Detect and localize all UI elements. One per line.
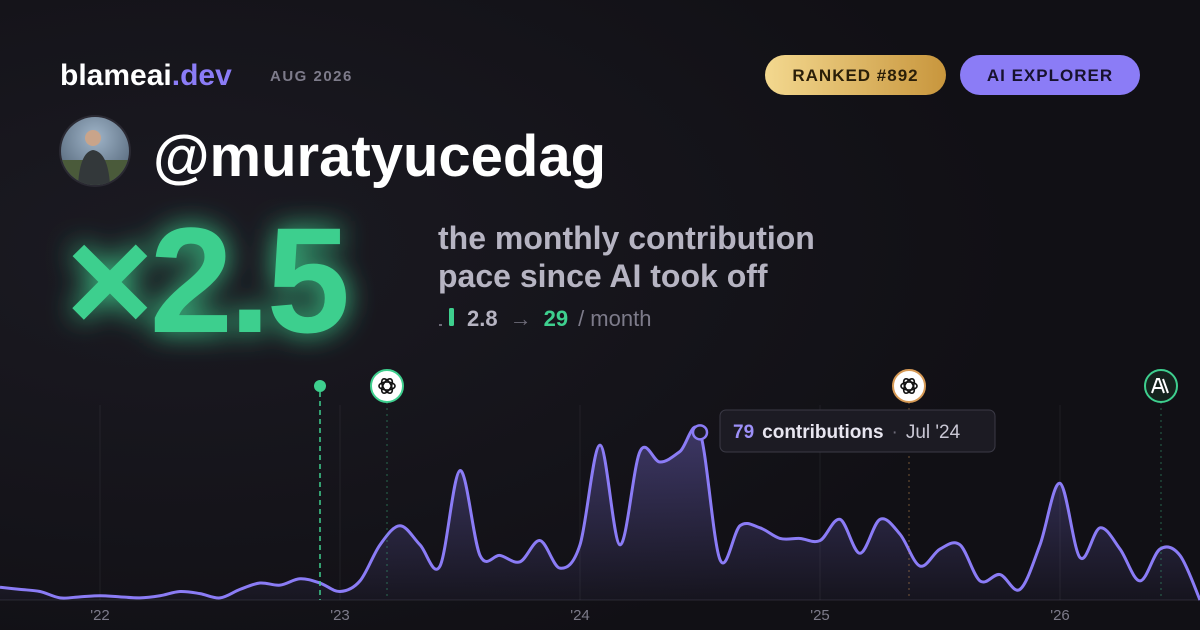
handle: @muratyucedag	[153, 124, 606, 189]
chart: '22 '23 '24 '25 '26	[0, 405, 1200, 624]
multiplier: ×2.5	[66, 196, 347, 364]
pace-after: 29	[544, 306, 568, 331]
rank-badge	[765, 55, 946, 95]
anthropic-icon	[1144, 369, 1178, 403]
tooltip-label: contributions	[762, 422, 883, 443]
pace: 2.8 → 29 / month	[467, 306, 651, 331]
openai-icon	[892, 369, 926, 403]
explorer-badge-text: AI EXPLORER	[987, 66, 1113, 85]
avatar	[59, 115, 131, 187]
tooltip-date: Jul '24	[906, 422, 961, 443]
openai-icon	[370, 369, 404, 403]
x-tick-label: '26	[1050, 607, 1070, 624]
pace-arrow: →	[510, 306, 532, 331]
x-tick-label: '22	[90, 607, 110, 624]
description-line: the monthly contribution	[438, 220, 815, 256]
tooltip-text: 79 contributions · Jul '24	[733, 422, 961, 443]
pace-before: 2.8	[467, 306, 498, 331]
event-dot	[314, 380, 326, 392]
pace-unit: / month	[578, 306, 651, 331]
x-tick-label: '24	[570, 607, 590, 624]
date: AUG 2026	[270, 68, 353, 85]
event-markers	[314, 369, 1178, 600]
explorer-badge	[960, 55, 1140, 95]
tooltip-separator: ·	[892, 422, 898, 443]
pace-icon	[439, 308, 454, 326]
tooltip-value: 79	[733, 422, 754, 443]
highlight-point	[691, 424, 709, 441]
brand: blameai.dev	[60, 59, 232, 92]
rank-badge-text: RANKED #892	[792, 66, 918, 85]
brand-name: blameai	[60, 59, 172, 92]
tooltip: 79 contributions · Jul '24	[719, 409, 996, 453]
x-tick-label: '25	[810, 607, 830, 624]
brand-tld: .dev	[172, 59, 232, 92]
tooltip-box	[719, 409, 996, 453]
line	[0, 425, 1200, 601]
area	[0, 426, 1200, 600]
x-tick-label: '23	[330, 607, 350, 624]
description-line: pace since AI took off	[438, 258, 768, 294]
